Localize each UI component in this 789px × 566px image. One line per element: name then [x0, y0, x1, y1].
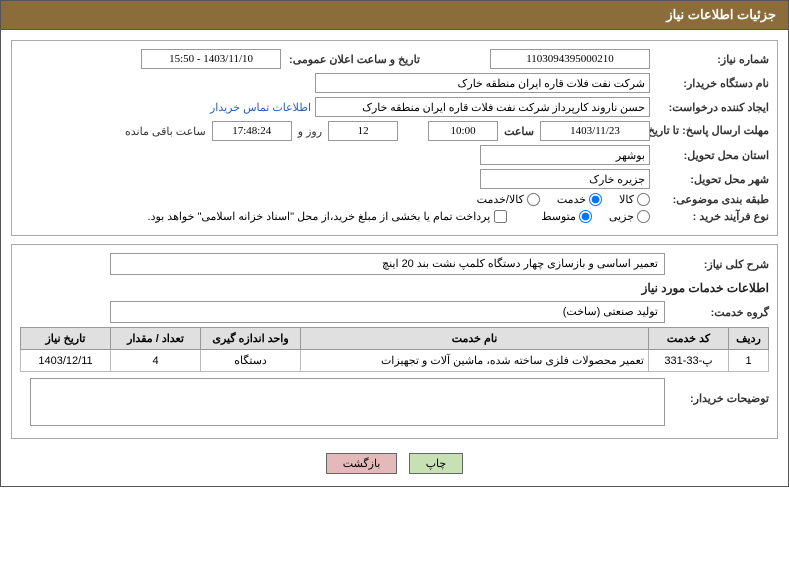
days-remaining-field: [328, 121, 398, 141]
print-button[interactable]: چاپ: [409, 453, 464, 474]
form-detail: شرح کلی نیاز: تعمیر اساسی و بازسازی چهار…: [11, 244, 778, 439]
overview-field: تعمیر اساسی و بازسازی چهار دستگاه کلمپ ن…: [110, 253, 665, 275]
buyer-org-field: [315, 73, 650, 93]
th-date: تاریخ نیاز: [21, 328, 111, 350]
announce-field: [141, 49, 281, 69]
requester-label: ایجاد کننده درخواست:: [654, 101, 769, 114]
need-no-label: شماره نیاز:: [654, 53, 769, 66]
desc-label: توضیحات خریدار:: [669, 378, 769, 405]
cat-goods-radio[interactable]: [637, 193, 650, 206]
deadline-date-field: [540, 121, 650, 141]
page-title: جزئیات اطلاعات نیاز: [666, 7, 776, 22]
buyer-org-label: نام دستگاه خریدار:: [654, 77, 769, 90]
cat-both-label: کالا/خدمت: [477, 193, 524, 206]
payment-checkbox[interactable]: [494, 210, 507, 223]
th-row: ردیف: [729, 328, 769, 350]
table-row: 1 پ-33-331 تعمیر محصولات فلزی ساخته شده،…: [21, 350, 769, 372]
button-row: چاپ بازگشت: [11, 447, 778, 476]
overview-label: شرح کلی نیاز:: [669, 258, 769, 271]
cell-name: تعمیر محصولات فلزی ساخته شده، ماشین آلات…: [301, 350, 649, 372]
announce-label: تاریخ و ساعت اعلان عمومی:: [289, 53, 420, 66]
payment-note: پرداخت تمام یا بخشی از مبلغ خرید،از محل …: [148, 210, 491, 223]
proc-partial-label: جزیی: [609, 210, 634, 223]
cat-goods-label: کالا: [619, 193, 634, 206]
group-label: گروه خدمت:: [669, 306, 769, 319]
services-table: ردیف کد خدمت نام خدمت واحد اندازه گیری ت…: [20, 327, 769, 372]
category-label: طبقه بندی موضوعی:: [654, 193, 769, 206]
deadline-label: مهلت ارسال پاسخ: تا تاریخ:: [654, 125, 769, 137]
form-general: شماره نیاز: تاریخ و ساعت اعلان عمومی: نا…: [11, 40, 778, 236]
th-qty: تعداد / مقدار: [111, 328, 201, 350]
process-label: نوع فرآیند خرید :: [654, 210, 769, 223]
th-code: کد خدمت: [649, 328, 729, 350]
cat-service-radio[interactable]: [589, 193, 602, 206]
cat-both-radio[interactable]: [527, 193, 540, 206]
cell-qty: 4: [111, 350, 201, 372]
group-field: تولید صنعتی (ساخت): [110, 301, 665, 323]
time-remaining-field: [212, 121, 292, 141]
province-label: استان محل تحویل:: [654, 149, 769, 162]
days-label: روز و: [298, 125, 322, 138]
th-unit: واحد اندازه گیری: [201, 328, 301, 350]
proc-partial-radio[interactable]: [637, 210, 650, 223]
deadline-time-field: [428, 121, 498, 141]
remaining-label: ساعت باقی مانده: [125, 125, 206, 138]
requester-field: [315, 97, 650, 117]
proc-medium-label: متوسط: [541, 210, 576, 223]
cell-code: پ-33-331: [649, 350, 729, 372]
cell-unit: دستگاه: [201, 350, 301, 372]
th-name: نام خدمت: [301, 328, 649, 350]
proc-medium-radio[interactable]: [579, 210, 592, 223]
cell-date: 1403/12/11: [21, 350, 111, 372]
need-no-field: [490, 49, 650, 69]
cat-service-label: خدمت: [557, 193, 586, 206]
back-button[interactable]: بازگشت: [326, 453, 398, 474]
buyer-desc-box: [30, 378, 665, 426]
time-label: ساعت: [504, 125, 534, 138]
page-header: جزئیات اطلاعات نیاز: [0, 0, 789, 29]
contact-link[interactable]: اطلاعات تماس خریدار: [210, 101, 311, 114]
main-frame: شماره نیاز: تاریخ و ساعت اعلان عمومی: نا…: [0, 29, 789, 487]
city-field: [480, 169, 650, 189]
province-field: [480, 145, 650, 165]
services-title: اطلاعات خدمات مورد نیاز: [20, 281, 769, 295]
cell-row: 1: [729, 350, 769, 372]
city-label: شهر محل تحویل:: [654, 173, 769, 186]
